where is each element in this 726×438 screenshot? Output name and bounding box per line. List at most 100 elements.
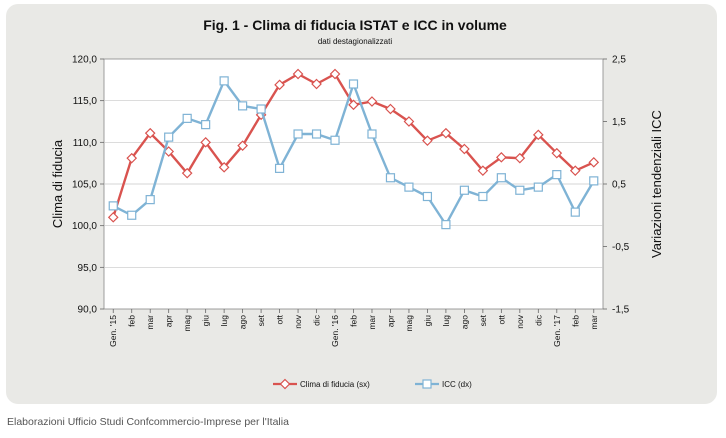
data-point-icc [127,210,137,220]
data-point-fiducia [329,68,341,80]
x-tick-label: dic [312,314,322,326]
x-tick-label: mar [367,315,377,330]
data-point-fiducia [181,167,193,179]
x-tick-label: apr [385,315,395,327]
data-point-icc [533,182,543,192]
legend-marker-fiducia [279,378,291,390]
legend-marker-icc [422,379,432,389]
data-point-fiducia [218,161,230,173]
data-point-icc [552,170,562,180]
data-point-fiducia [385,103,396,115]
x-tick-label: set [478,314,488,326]
source-footer: Elaborazioni Ufficio Studi Confcommercio… [7,416,289,428]
chart: Fig. 1 - Clima di fiducia ISTAT e ICC in… [50,17,664,390]
x-tick-label: ago [238,315,248,329]
x-axis-ticks: Gen. '15 feb mar apr mag giu lug ago set ott nov di… [108,309,599,347]
x-tick-label: ago [459,315,469,329]
data-point-icc [496,173,506,183]
data-point-icc [478,191,488,202]
y-axis-label: Clima di fiducia [50,139,65,228]
data-point-fiducia [107,211,119,223]
y2-tick-label: 0,5 [612,180,626,191]
data-point-icc [441,220,451,230]
data-point-fiducia [459,143,470,155]
data-point-icc [589,176,599,186]
data-point-fiducia [292,68,304,80]
data-point-fiducia [237,140,248,152]
data-point-icc [293,129,303,139]
data-point-icc [182,113,192,123]
data-point-icc [459,185,469,195]
data-point-fiducia [496,151,507,163]
data-point-icc [348,79,359,89]
y2-axis-ticks: -1,5 -0,5 0,5 1,5 2,5 [603,55,630,316]
y2-tick-label: 2,5 [612,55,626,66]
data-point-icc [164,132,174,142]
y-tick-label: 95,0 [78,263,98,274]
y-tick-label: 100,0 [72,221,97,232]
data-point-icc [367,129,377,139]
x-tick-label: lug [441,315,451,327]
data-point-fiducia [200,136,211,148]
data-point-icc [570,207,580,217]
data-point-icc [256,104,266,114]
x-tick-label: mar [589,315,599,330]
y-tick-label: 115,0 [73,96,98,107]
x-tick-label: giu [201,315,211,327]
x-tick-label: feb [127,315,137,327]
x-tick-label: giu [422,315,432,327]
x-tick-label: dic [533,314,543,326]
data-point-icc [422,191,433,202]
data-point-fiducia [348,99,359,111]
data-point-fiducia [366,96,378,107]
data-point-fiducia [311,78,322,90]
x-tick-label: ott [496,314,506,324]
y-tick-label: 105,0 [72,180,97,191]
legend: Clima di fiducia (sx) ICC (dx) [273,378,472,390]
data-point-fiducia [588,156,600,168]
data-point-icc [201,120,211,130]
x-tick-label: nov [515,314,525,328]
data-point-fiducia [569,165,581,177]
y2-axis-label: Variazioni tendenziali ICC [649,110,664,258]
data-point-icc [219,76,229,86]
x-tick-label: feb [570,315,580,327]
data-point-fiducia [403,116,415,127]
y-tick-label: 110,0 [73,138,98,149]
data-point-fiducia [126,152,138,164]
x-tick-label: apr [164,315,174,327]
data-point-fiducia [514,152,526,164]
legend-label-fiducia: Clima di fiducia (sx) [300,380,370,389]
data-point-icc [145,195,155,205]
y-axis-ticks: 90,0 95,0 100,0 105,0 110,0 115,0 120,0 [72,55,104,316]
data-point-fiducia [144,127,156,139]
data-point-icc [274,163,285,173]
data-point-icc [108,201,118,211]
y2-tick-label: -0,5 [612,242,630,253]
data-point-fiducia [532,129,544,141]
legend-label-icc: ICC (dx) [442,380,472,389]
y-tick-label: 90,0 [78,305,98,316]
data-point-fiducia [422,135,433,147]
x-tick-label: feb [349,315,359,327]
x-tick-label: nov [293,314,303,328]
series [107,68,600,230]
y-tick-label: 120,0 [72,55,97,66]
x-tick-label: mag [182,315,192,332]
data-point-icc [404,182,414,192]
data-point-icc [238,101,248,111]
x-tick-label: set [256,314,266,326]
chart-subtitle: dati destagionalizzati [318,37,392,46]
data-point-icc [385,173,396,183]
y2-tick-label: -1,5 [612,305,630,316]
y2-tick-label: 1,5 [612,117,626,128]
x-tick-label: mag [404,315,414,332]
data-point-fiducia [274,79,285,91]
data-point-icc [330,135,340,145]
x-tick-label: mar [145,315,155,330]
x-tick-label: Gen. '16 [330,315,340,347]
x-tick-label: Gen. '15 [108,315,118,347]
data-point-fiducia [440,127,452,139]
data-point-icc [311,129,322,139]
data-point-fiducia [477,165,489,177]
